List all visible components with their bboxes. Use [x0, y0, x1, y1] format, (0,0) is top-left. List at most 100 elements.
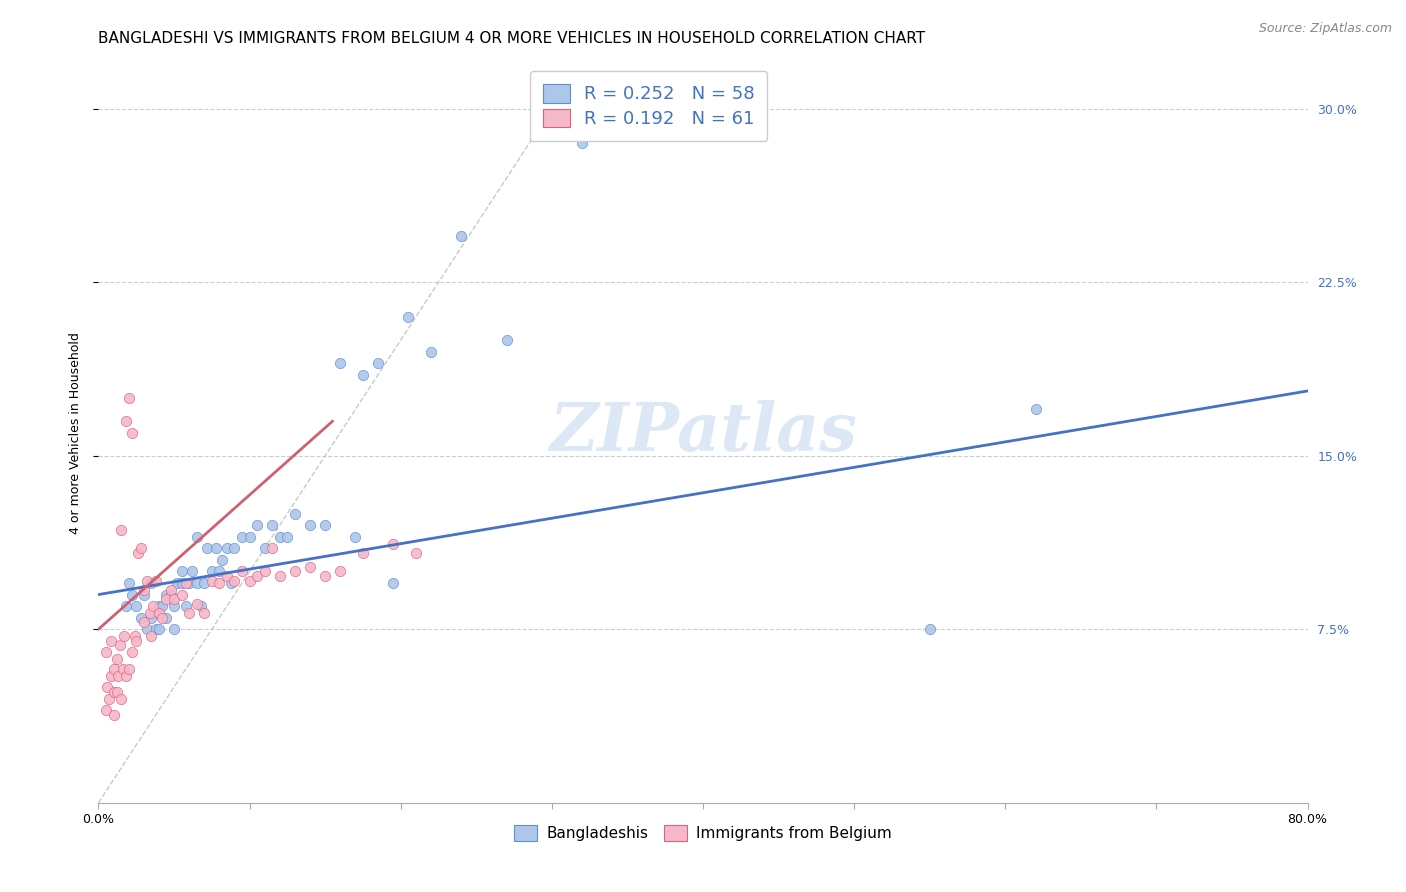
Point	[405, 546, 427, 560]
Point	[186, 530, 208, 544]
Point	[174, 599, 197, 614]
Point	[215, 569, 238, 583]
Point	[179, 606, 201, 620]
Point	[181, 565, 204, 579]
Point	[314, 518, 336, 533]
Point	[107, 668, 129, 682]
Point	[208, 576, 231, 591]
Point	[195, 541, 218, 556]
Point	[135, 574, 157, 588]
Point	[215, 541, 238, 556]
Point	[121, 425, 143, 440]
Point	[148, 599, 170, 614]
Point	[382, 536, 405, 550]
Point	[94, 645, 117, 659]
Point	[94, 703, 117, 717]
Point	[129, 541, 152, 556]
Point	[450, 229, 472, 244]
Point	[121, 645, 143, 659]
Point	[124, 629, 146, 643]
Point	[420, 344, 443, 359]
Point	[145, 574, 167, 588]
Point	[352, 368, 374, 382]
Point	[110, 523, 132, 537]
Point	[276, 530, 298, 544]
Point	[127, 546, 149, 560]
Point	[201, 565, 224, 579]
Point	[179, 576, 201, 591]
Point	[352, 546, 374, 560]
Point	[103, 707, 125, 722]
Point	[329, 565, 352, 579]
Point	[114, 668, 136, 682]
Point	[221, 576, 243, 591]
Point	[224, 541, 246, 556]
Point	[155, 592, 177, 607]
Point	[205, 541, 228, 556]
Point	[139, 606, 162, 620]
Point	[299, 518, 322, 533]
Point	[231, 565, 253, 579]
Point	[201, 574, 224, 588]
Point	[224, 574, 246, 588]
Point	[208, 565, 231, 579]
Point	[262, 518, 284, 533]
Point	[111, 662, 134, 676]
Text: ZIPatlas: ZIPatlas	[550, 401, 856, 465]
Point	[269, 569, 291, 583]
Point	[112, 629, 135, 643]
Point	[103, 662, 125, 676]
Point	[211, 553, 233, 567]
Point	[141, 629, 163, 643]
Point	[170, 576, 193, 591]
Point	[103, 685, 125, 699]
Point	[367, 356, 389, 370]
Point	[253, 541, 276, 556]
Point	[121, 588, 143, 602]
Point	[269, 530, 291, 544]
Point	[170, 588, 193, 602]
Point	[118, 576, 141, 591]
Point	[129, 610, 152, 624]
Point	[150, 599, 173, 614]
Point	[186, 576, 208, 591]
Point	[98, 691, 121, 706]
Point	[132, 588, 155, 602]
Point	[148, 606, 170, 620]
Point	[193, 606, 215, 620]
Point	[150, 610, 173, 624]
Point	[231, 530, 253, 544]
Point	[132, 582, 155, 597]
Point	[163, 622, 186, 636]
Point	[132, 615, 155, 630]
Point	[155, 610, 177, 624]
Point	[382, 576, 405, 591]
Point	[253, 565, 276, 579]
Point	[495, 333, 517, 347]
Point	[114, 414, 136, 428]
Point	[314, 569, 336, 583]
Legend: Bangladeshis, Immigrants from Belgium: Bangladeshis, Immigrants from Belgium	[509, 819, 897, 847]
Point	[163, 592, 186, 607]
Point	[284, 565, 307, 579]
Point	[145, 622, 167, 636]
Y-axis label: 4 or more Vehicles in Household: 4 or more Vehicles in Household	[69, 332, 82, 533]
Point	[160, 588, 183, 602]
Point	[329, 356, 352, 370]
Point	[344, 530, 367, 544]
Point	[396, 310, 419, 324]
Point	[246, 569, 269, 583]
Point	[160, 582, 183, 597]
Point	[170, 565, 193, 579]
Point	[141, 576, 163, 591]
Point	[125, 599, 148, 614]
Point	[239, 574, 262, 588]
Point	[108, 639, 131, 653]
Point	[918, 622, 941, 636]
Point	[190, 599, 212, 614]
Point	[284, 507, 307, 521]
Point	[193, 576, 215, 591]
Point	[100, 633, 122, 648]
Text: BANGLADESHI VS IMMIGRANTS FROM BELGIUM 4 OR MORE VEHICLES IN HOUSEHOLD CORRELATI: BANGLADESHI VS IMMIGRANTS FROM BELGIUM 4…	[98, 31, 925, 46]
Point	[166, 576, 188, 591]
